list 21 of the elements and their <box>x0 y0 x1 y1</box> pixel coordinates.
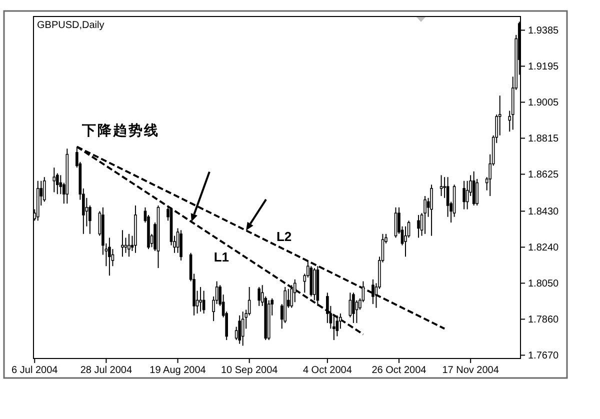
y-tick-label: 1.9195 <box>528 62 560 73</box>
x-tick-label: 28 Jul 2004 <box>80 365 132 376</box>
x-tick-label: 17 Nov 2004 <box>442 365 500 376</box>
chart-title: GBPUSD,Daily <box>37 20 104 31</box>
series-label: L2 <box>276 228 292 244</box>
series-label: L1 <box>214 249 230 264</box>
x-tick-label: 6 Jul 2004 <box>12 365 58 376</box>
y-tick-label: 1.9005 <box>528 98 560 109</box>
x-tick-label: 19 Aug 2004 <box>150 365 206 376</box>
y-tick-label: 1.7860 <box>528 314 560 326</box>
y-tick-label: 1.8050 <box>528 278 560 290</box>
y-tick-label: 1.8240 <box>528 242 560 254</box>
annotation: 下降趋势线 <box>80 122 160 138</box>
x-tick-label: 10 Sep 2004 <box>220 365 278 376</box>
y-tick-label: 1.7670 <box>528 350 560 362</box>
y-tick-label: 1.8625 <box>528 170 560 181</box>
y-tick-label: 1.8815 <box>528 134 560 145</box>
y-tick-label: 1.9385 <box>528 26 560 37</box>
x-tick-label: 26 Oct 2004 <box>372 365 427 376</box>
y-tick-label: 1.8430 <box>528 206 560 218</box>
x-tick-label: 4 Oct 2004 <box>302 365 352 376</box>
